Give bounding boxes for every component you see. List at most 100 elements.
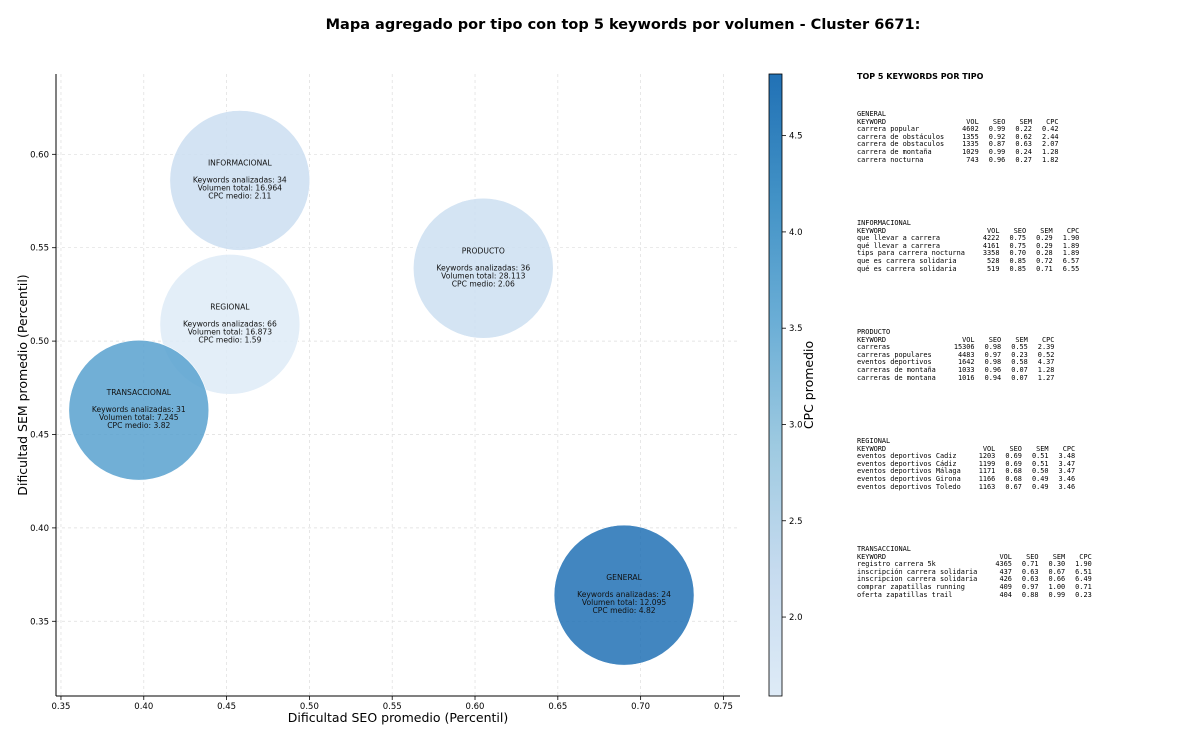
bubble-group: TRANSACCIONAL Keywords analizadas: 31Volu…	[68, 339, 210, 481]
x-tick-label: 0.50	[300, 702, 319, 712]
keyword-block-type: GENERAL	[857, 110, 887, 118]
cell-sem: 0.67	[1048, 567, 1066, 576]
cell-keyword: eventos deportivos Girona	[857, 474, 961, 483]
cell-seo: 0.98	[984, 343, 1002, 352]
cell-seo: 0.99	[988, 125, 1006, 134]
cell-keyword: que llevar a carrera	[857, 234, 940, 243]
cell-keyword: carrera de obstáculos	[857, 132, 945, 141]
cell-sem: 0.50	[1031, 467, 1049, 476]
keyword-block-type: REGIONAL	[857, 437, 891, 445]
cell-seo: 0.68	[1005, 467, 1022, 476]
cell-sem: 0.51	[1031, 452, 1049, 461]
cell-cpc: 0.42	[1041, 125, 1059, 134]
cell-sem: 0.49	[1031, 482, 1049, 491]
cell-vol: 15306	[953, 343, 975, 352]
cell-cpc: 1.27	[1037, 373, 1055, 382]
cell-vol: 404	[999, 590, 1012, 599]
bubble-stat-label: Keywords analizadas: 34	[193, 175, 287, 184]
cell-vol: 1203	[978, 452, 996, 461]
header-vol: VOL	[966, 117, 979, 126]
keyword-block-type: TRANSACCIONAL	[857, 545, 911, 553]
header-cpc: CPC	[1046, 117, 1059, 126]
colorbar-tick-label: 4.5	[789, 132, 803, 142]
table-row: eventos deportivos Cadiz 1203 0.69 0.51 3.48	[857, 453, 1075, 461]
axes	[55, 74, 740, 697]
cell-cpc: 3.46	[1058, 482, 1076, 491]
header-sem: SEM	[1036, 444, 1049, 453]
x-tick-label: 0.40	[134, 702, 153, 712]
cell-sem: 0.72	[1036, 256, 1053, 265]
keyword-block-regional: REGIONAL KEYWORD VOL SEO SEM CPC eventos depor…	[857, 437, 1187, 492]
cell-sem: 0.07	[1011, 373, 1028, 382]
bubble	[68, 339, 210, 481]
bubble	[553, 524, 695, 666]
y-tick-label: 0.60	[30, 150, 49, 160]
cell-seo: 0.70	[1009, 249, 1027, 258]
bubble-stat-label: CPC medio: 2.11	[208, 191, 271, 200]
cell-keyword: eventos deportivos Cadiz	[857, 452, 957, 461]
table-header-row: KEYWORD VOL SEO SEM CPC	[857, 117, 1059, 127]
header-seo: SEO	[992, 117, 1006, 126]
bubble-group: INFORMACIONAL Keywords analizadas: 34Volu…	[169, 110, 311, 251]
bubble-stat-label: Volumen total: 16.964	[198, 183, 283, 192]
header-keyword: KEYWORD	[857, 552, 887, 561]
cell-keyword: eventos deportivos Málaga	[857, 467, 961, 476]
colorbar-tick-label: 3.0	[789, 420, 803, 430]
y-tick-label: 0.35	[30, 617, 49, 627]
bubble-stat-label: CPC medio: 2.06	[452, 279, 515, 288]
bubble-type-label: REGIONAL	[210, 302, 250, 311]
header-cpc: CPC	[1041, 335, 1055, 344]
bubble-stat-label: CPC medio: 3.82	[107, 421, 170, 430]
bubble-stat-label: Keywords analizadas: 24	[577, 590, 671, 599]
colorbar-ticks: 2.0 2.5 3.0 3.5 4.0 4.5	[782, 132, 803, 623]
keyword-table: KEYWORD VOL SEO SEM CPC que llevar a carrera 4…	[857, 226, 1080, 274]
cell-cpc: 1.28	[1037, 365, 1055, 374]
cell-keyword: carrera de obstaculos	[857, 140, 945, 149]
cell-cpc: 6.55	[1062, 264, 1080, 273]
cell-vol: 4222	[982, 234, 1000, 243]
x-axis-label: Dificultad SEO promedio (Percentil)	[288, 710, 508, 725]
header-seo: SEO	[1009, 444, 1022, 453]
top-keywords-panel: TOP 5 KEYWORDS POR TIPO GENERAL KEYWORD VO…	[857, 72, 1187, 598]
cell-cpc: 0.23	[1075, 590, 1092, 599]
colorbar-label: CPC promedio	[801, 341, 816, 429]
cell-seo: 0.94	[984, 373, 1002, 382]
cell-seo: 0.96	[984, 365, 1002, 374]
cell-cpc: 2.07	[1041, 140, 1059, 149]
y-tick-label: 0.45	[30, 430, 49, 440]
cell-sem: 0.49	[1031, 474, 1049, 483]
cell-vol: 4161	[982, 241, 1000, 250]
cell-cpc: 1.90	[1075, 560, 1092, 569]
colorbar-tick-label: 3.5	[789, 324, 803, 334]
table-row: carreras populares 4483 0.97 0.23 0.52	[857, 351, 1054, 360]
table-row: carreras de montaña 1033 0.96 0.07 1.28	[857, 365, 1055, 375]
bubble	[412, 197, 554, 339]
bubble-stat-label: Volumen total: 7.245	[99, 413, 179, 422]
keyword-block-producto: PRODUCTO KEYWORD VOL SEO SEM CPC carreras 15306…	[857, 328, 1187, 382]
cell-cpc: 6.49	[1075, 575, 1092, 584]
table-header-row: KEYWORD VOL SEO SEM CPC	[857, 444, 1075, 454]
x-tick-label: 0.35	[51, 702, 70, 712]
table-header-row: KEYWORD VOL SEO SEM CPC	[857, 226, 1079, 236]
cell-sem: 0.24	[1015, 147, 1032, 156]
bubble-type-label: TRANSACCIONAL	[106, 388, 172, 397]
cell-cpc: 6.51	[1075, 567, 1092, 576]
table-row: eventos deportivos Toledo 1163 0.67 0.49 3.4…	[857, 482, 1076, 492]
cell-sem: 0.30	[1048, 560, 1066, 569]
cell-cpc: 1.90	[1062, 234, 1080, 243]
table-header-row: KEYWORD VOL SEO SEM CPC	[857, 335, 1055, 345]
panel-title: TOP 5 KEYWORDS POR TIPO	[857, 72, 984, 81]
cell-vol: 4602	[962, 125, 979, 134]
header-keyword: KEYWORD	[857, 335, 887, 344]
cell-sem: 0.22	[1015, 125, 1032, 134]
table-row: carrera nocturna 743 0.96 0.27 1.82	[857, 156, 1059, 165]
cell-sem: 0.07	[1011, 365, 1028, 374]
y-tick-label: 0.50	[30, 337, 49, 347]
header-vol: VOL	[999, 552, 1012, 561]
cell-seo: 0.69	[1005, 452, 1022, 461]
table-row: eventos deportivos Málaga 1171 0.68 0.50 3.4…	[857, 468, 1075, 476]
header-seo: SEO	[1013, 226, 1027, 235]
cell-vol: 1163	[978, 482, 996, 491]
cell-vol: 1335	[962, 140, 979, 149]
